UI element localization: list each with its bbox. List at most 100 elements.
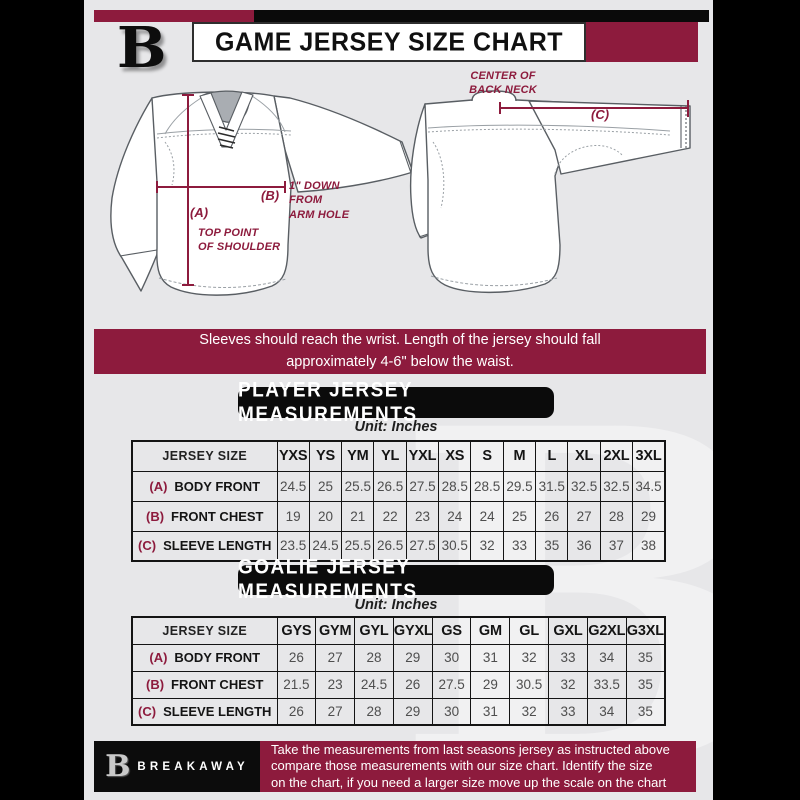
- measurement-value-cell: 25: [502, 500, 537, 532]
- measurement-value-cell: 30: [431, 643, 472, 672]
- measurement-key: (B): [146, 508, 165, 524]
- size-column-header: YXL: [405, 440, 440, 472]
- measurement-value-cell: 36: [567, 530, 601, 562]
- measurement-row-label: (C) SLEEVE LENGTH: [131, 697, 278, 726]
- footer-brand-logo: B: [105, 748, 131, 784]
- fit-note-banner: Sleeves should reach the wrist. Length o…: [94, 329, 706, 374]
- measurement-key: (C): [138, 703, 157, 719]
- measurement-value-cell: 25: [308, 470, 343, 502]
- measurement-value-cell: 30.5: [438, 530, 472, 562]
- measurement-value-cell: 23.5: [276, 530, 310, 562]
- measurement-value-cell: 31: [470, 643, 511, 672]
- measurement-name: SLEEVE LENGTH: [163, 703, 272, 719]
- measurement-value-cell: 33: [502, 530, 537, 562]
- footer-instructions-box: Take the measurements from last seasons …: [260, 741, 696, 792]
- measurement-name: FRONT CHEST: [171, 508, 264, 524]
- measurement-value-cell: 24: [438, 500, 472, 532]
- measurement-value-cell: 24: [470, 500, 504, 532]
- measurement-value-cell: 33: [548, 697, 588, 726]
- measurement-value-cell: 27: [315, 697, 356, 726]
- measurement-value-cell: 27.5: [431, 670, 472, 699]
- size-column-header: 2XL: [599, 440, 634, 472]
- measurement-row-label: (C) SLEEVE LENGTH: [131, 530, 278, 562]
- measurement-value-cell: 25.5: [341, 470, 375, 502]
- measurement-name: SLEEVE LENGTH: [163, 538, 272, 554]
- measure-c-key: (C): [591, 107, 610, 122]
- measurement-value-cell: 26.5: [373, 470, 407, 502]
- measurement-value-cell: 25.5: [341, 530, 375, 562]
- measurement-value-cell: 35: [535, 530, 569, 562]
- size-column-header: GYL: [354, 616, 394, 645]
- size-column-header: S: [470, 440, 504, 472]
- size-column-header: XL: [567, 440, 601, 472]
- measurement-value-cell: 28.5: [470, 470, 504, 502]
- measurement-value-cell: 33: [548, 643, 588, 672]
- measurement-value-cell: 20: [308, 500, 343, 532]
- table-row: (A) BODY FRONT 24.5 25 25.5 26.5 27.5 28.5 28.5 2…: [131, 470, 666, 502]
- size-column-header: GYM: [315, 616, 356, 645]
- top-bar-maroon-segment: [94, 10, 254, 22]
- size-column-header: GXL: [548, 616, 588, 645]
- top-point-of-shoulder-caption: TOP POINT OF SHOULDER: [198, 227, 281, 254]
- back-jersey-illustration: [409, 90, 691, 294]
- measurement-value-cell: 38: [632, 530, 666, 562]
- measurement-key: (A): [149, 478, 168, 494]
- size-column-header: XS: [438, 440, 472, 472]
- measurement-value-cell: 27: [567, 500, 601, 532]
- size-column-header: 3XL: [632, 440, 666, 472]
- measurement-name: BODY FRONT: [174, 478, 261, 494]
- size-column-header: YXS: [276, 440, 310, 472]
- measurement-value-cell: 24.5: [308, 530, 343, 562]
- measurement-value-cell: 32: [470, 530, 504, 562]
- measurement-row-label: (A) BODY FRONT: [131, 470, 278, 502]
- measure-b-key: (B): [261, 188, 280, 203]
- top-accent-bar: [94, 10, 709, 22]
- size-column-header: YM: [341, 440, 375, 472]
- footer-instructions-text: Take the measurements from last seasons …: [271, 741, 670, 790]
- player-section-heading: PLAYER JERSEY MEASUREMENTS: [238, 378, 554, 426]
- measurement-value-cell: 35: [625, 697, 666, 726]
- footer-brand-box: B BREAKAWAY: [94, 741, 260, 792]
- measurement-value-cell: 34.5: [632, 470, 666, 502]
- measurement-row-label: (A) BODY FRONT: [131, 643, 278, 672]
- goalie-unit-label: Unit: Inches: [354, 597, 438, 613]
- measurement-value-cell: 23: [315, 670, 356, 699]
- measurement-value-cell: 27.5: [405, 470, 440, 502]
- measurement-value-cell: 24.5: [354, 670, 394, 699]
- size-column-header: GM: [470, 616, 511, 645]
- measurement-value-cell: 29: [470, 670, 511, 699]
- size-column-header: GS: [431, 616, 472, 645]
- measurement-value-cell: 26: [392, 670, 433, 699]
- measurement-row-label: (B) FRONT CHEST: [131, 500, 278, 532]
- measurement-value-cell: 26: [276, 697, 317, 726]
- table-row: (C) SLEEVE LENGTH 23.5 24.5 25.5 26.5 27.5 30.5…: [131, 530, 666, 562]
- player-heading-text: PLAYER JERSEY MEASUREMENTS: [238, 377, 418, 427]
- measurement-value-cell: 27: [315, 643, 356, 672]
- measurement-value-cell: 23: [405, 500, 440, 532]
- measurement-value-cell: 22: [373, 500, 407, 532]
- table-row: (B) FRONT CHEST 21.5 23 24.5 26 27.5 29 30.5 32 33…: [131, 670, 666, 699]
- measurement-value-cell: 35: [625, 670, 666, 699]
- measurement-value-cell: 30.5: [509, 670, 550, 699]
- measurement-value-cell: 37: [599, 530, 634, 562]
- measurement-row-label: (B) FRONT CHEST: [131, 670, 278, 699]
- size-column-header: G3XL: [625, 616, 666, 645]
- content-canvas: B GAME JERSEY SIZE CHART B: [84, 0, 713, 800]
- measurement-value-cell: 32: [548, 670, 588, 699]
- measurement-value-cell: 30: [431, 697, 472, 726]
- title-maroon-accent: [586, 22, 698, 62]
- top-bar-black-segment: [254, 10, 709, 22]
- size-column-header: GYXL: [392, 616, 433, 645]
- measurement-value-cell: 29.5: [502, 470, 537, 502]
- size-column-header: YS: [308, 440, 343, 472]
- down-from-armhole-caption: 1" DOWN FROM ARM HOLE: [289, 180, 350, 221]
- measurement-value-cell: 32.5: [599, 470, 634, 502]
- table-row: (C) SLEEVE LENGTH 26 27 28 29 30 31 32 33 34 35: [131, 697, 666, 726]
- jersey-size-header: JERSEY SIZE: [131, 440, 278, 472]
- measurement-value-cell: 28: [599, 500, 634, 532]
- measurement-value-cell: 29: [392, 697, 433, 726]
- brand-logo: B: [116, 15, 167, 81]
- goalie-measurements-table: JERSEY SIZE GYS GYM GYL GYXL GS GM GL GXL G2XL G3X…: [131, 616, 666, 726]
- measurement-value-cell: 28: [354, 643, 394, 672]
